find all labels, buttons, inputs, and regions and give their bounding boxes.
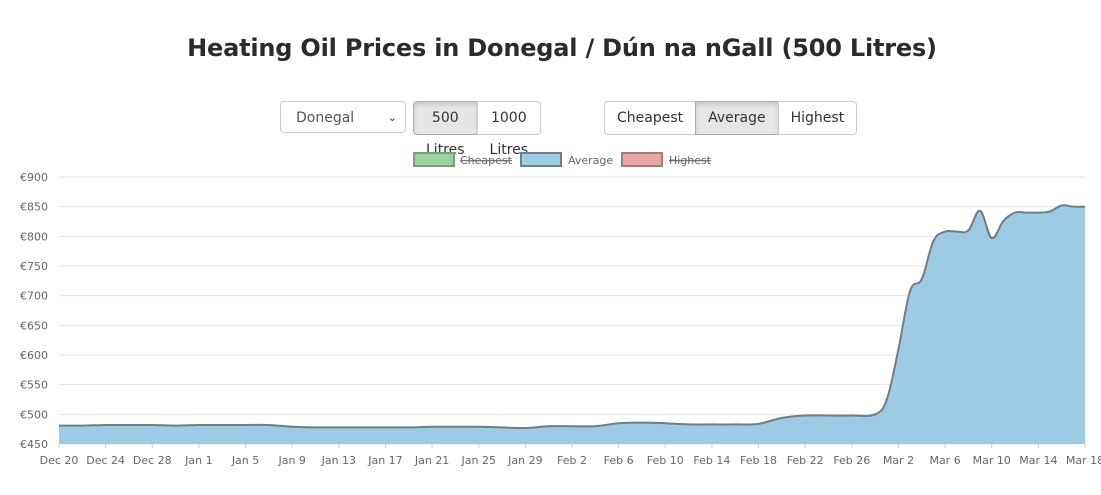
volume-1000-litres-button[interactable]: 1000 Litres — [476, 101, 542, 158]
series-line-average — [58, 204, 1086, 430]
y-tick-label: €500 — [20, 408, 48, 421]
y-tick-label: €700 — [20, 290, 48, 303]
x-tick-label: Feb 2 — [557, 454, 587, 467]
x-tick-label: Mar 10 — [973, 454, 1011, 467]
y-tick-label: €600 — [20, 349, 48, 362]
legend-swatch — [621, 152, 663, 167]
y-tick-label: €550 — [20, 379, 48, 392]
volume-500-litres-button[interactable]: 500 Litres — [413, 101, 478, 158]
x-tick-label: Dec 28 — [133, 454, 172, 467]
legend-label: Average — [568, 154, 613, 167]
price-chart: €450 €500 €550 €600 €650 €700 €750 €800 €850 €900… — [0, 148, 1101, 491]
x-tick-label: Feb 10 — [647, 454, 684, 467]
y-tick-label: €850 — [20, 201, 48, 214]
x-tick-label: Dec 20 — [40, 454, 79, 467]
x-tick-label: Jan 29 — [507, 454, 542, 467]
legend-item-average[interactable]: Average — [520, 152, 613, 167]
legend-swatch — [520, 152, 562, 167]
x-tick-label: Feb 14 — [693, 454, 730, 467]
volume-button-group: 500 Litres 1000 Litres — [413, 101, 542, 158]
x-tick-label: Feb 6 — [604, 454, 634, 467]
legend-label: Highest — [669, 154, 712, 167]
price-type-button-group: Cheapest Average Highest — [604, 101, 858, 135]
legend-label: Cheapest — [460, 154, 513, 167]
x-tick-label: Jan 25 — [461, 454, 496, 467]
x-tick-label: Mar 6 — [929, 454, 960, 467]
price-cheapest-button[interactable]: Cheapest — [604, 101, 697, 135]
page-title: Heating Oil Prices in Donegal / Dún na n… — [187, 34, 937, 62]
price-highest-button[interactable]: Highest — [777, 101, 858, 135]
x-tick-label: Feb 18 — [740, 454, 777, 467]
chevron-down-icon: ⌄ — [387, 111, 397, 124]
y-tick-label: €800 — [20, 230, 48, 243]
x-tick-label: Mar 18 — [1066, 454, 1101, 467]
legend-item-highest[interactable]: Highest — [621, 152, 712, 167]
y-tick-label: €650 — [20, 319, 48, 332]
x-tick-label: Feb 26 — [833, 454, 870, 467]
x-tick-label: Jan 17 — [367, 454, 402, 467]
x-tick-label: Jan 5 — [231, 454, 259, 467]
x-tick-label: Feb 22 — [787, 454, 824, 467]
x-tick-label: Jan 1 — [184, 454, 212, 467]
y-tick-label: €750 — [20, 260, 48, 273]
x-tick-label: Dec 24 — [86, 454, 125, 467]
county-select[interactable]: Donegal ⌄ — [280, 101, 406, 133]
x-tick-label: Jan 9 — [277, 454, 305, 467]
y-tick-label: €450 — [20, 438, 48, 451]
x-tick-label: Jan 21 — [414, 454, 449, 467]
legend-item-cheapest[interactable]: Cheapest — [413, 152, 513, 167]
x-tick-label: Jan 13 — [321, 454, 356, 467]
y-tick-label: €900 — [20, 171, 48, 184]
price-average-button[interactable]: Average — [695, 101, 779, 135]
series-area-average — [59, 205, 1085, 444]
legend-swatch — [413, 152, 455, 167]
x-tick-label: Mar 14 — [1019, 454, 1057, 467]
county-select-value: Donegal — [296, 110, 355, 126]
x-tick-label: Mar 2 — [883, 454, 914, 467]
price-chart-svg: €450 €500 €550 €600 €650 €700 €750 €800 €850 €900… — [20, 152, 1101, 467]
